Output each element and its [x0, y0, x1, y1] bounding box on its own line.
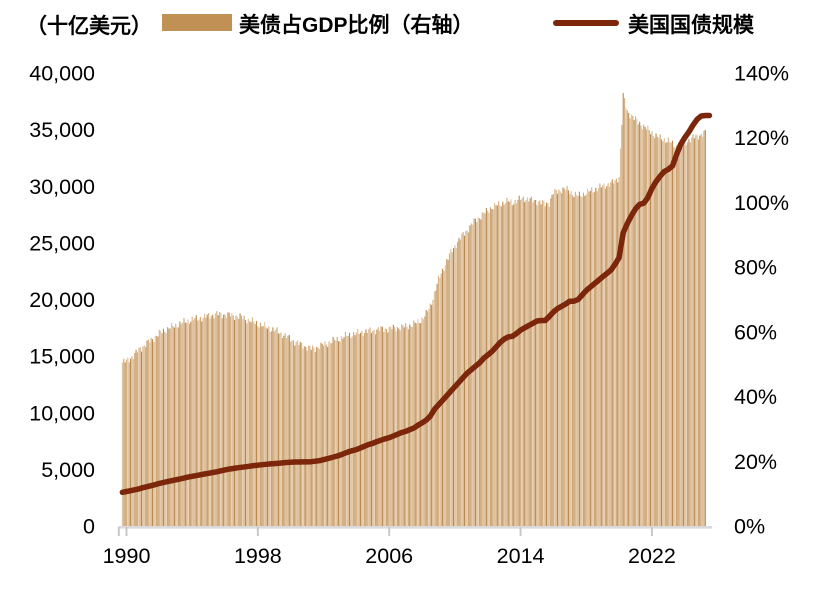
x-axis-label: 2022	[628, 544, 676, 568]
y-axis-left-label: 25,000	[29, 231, 95, 255]
y-axis-right-label: 80%	[734, 256, 777, 280]
x-axis	[117, 525, 712, 536]
y-axis-left-label: 35,000	[29, 118, 95, 142]
y-axis-right-label: 140%	[734, 62, 789, 86]
y-axis-left-label: 30,000	[29, 175, 95, 199]
legend-line-swatch	[553, 20, 619, 26]
legend-label-gdp-ratio: 美债占GDP比例（右轴）	[239, 14, 474, 37]
y-axis-right-label: 100%	[734, 191, 789, 215]
y-axis-left-label: 40,000	[29, 62, 95, 86]
legend-label-debt-scale: 美国国债规模	[628, 14, 754, 37]
gdp-ratio-bars	[121, 93, 706, 527]
debt-line	[119, 112, 713, 496]
y-axis-left-labels: 0 5,000 10,000 15,000 20,000 25,000 30,000 35,0…	[29, 62, 95, 539]
x-axis-labels: 1990 1998 2006 2014 2022	[103, 544, 676, 568]
y-axis-left-label: 0	[83, 515, 95, 539]
x-axis-label: 1990	[103, 544, 151, 568]
y-axis-right-label: 20%	[734, 450, 777, 474]
legend-bar-swatch	[162, 14, 232, 31]
x-axis-label: 2006	[365, 544, 413, 568]
y-axis-right-labels: 0% 20% 40% 60% 80% 100% 120% 140%	[734, 62, 789, 539]
y-axis-right-label: 120%	[734, 126, 789, 150]
left-axis-unit-label: （十亿美元）	[26, 15, 152, 38]
y-axis-right-label: 60%	[734, 320, 777, 344]
y-axis-left-label: 10,000	[29, 401, 95, 425]
y-axis-left-label: 5,000	[41, 458, 95, 482]
y-axis-left-label: 15,000	[29, 345, 95, 369]
x-axis-label: 2014	[497, 544, 545, 568]
x-axis-label: 1998	[234, 544, 282, 568]
y-axis-right-label: 0%	[734, 515, 765, 539]
y-axis-right-label: 40%	[734, 385, 777, 409]
y-axis-left-label: 20,000	[29, 288, 95, 312]
